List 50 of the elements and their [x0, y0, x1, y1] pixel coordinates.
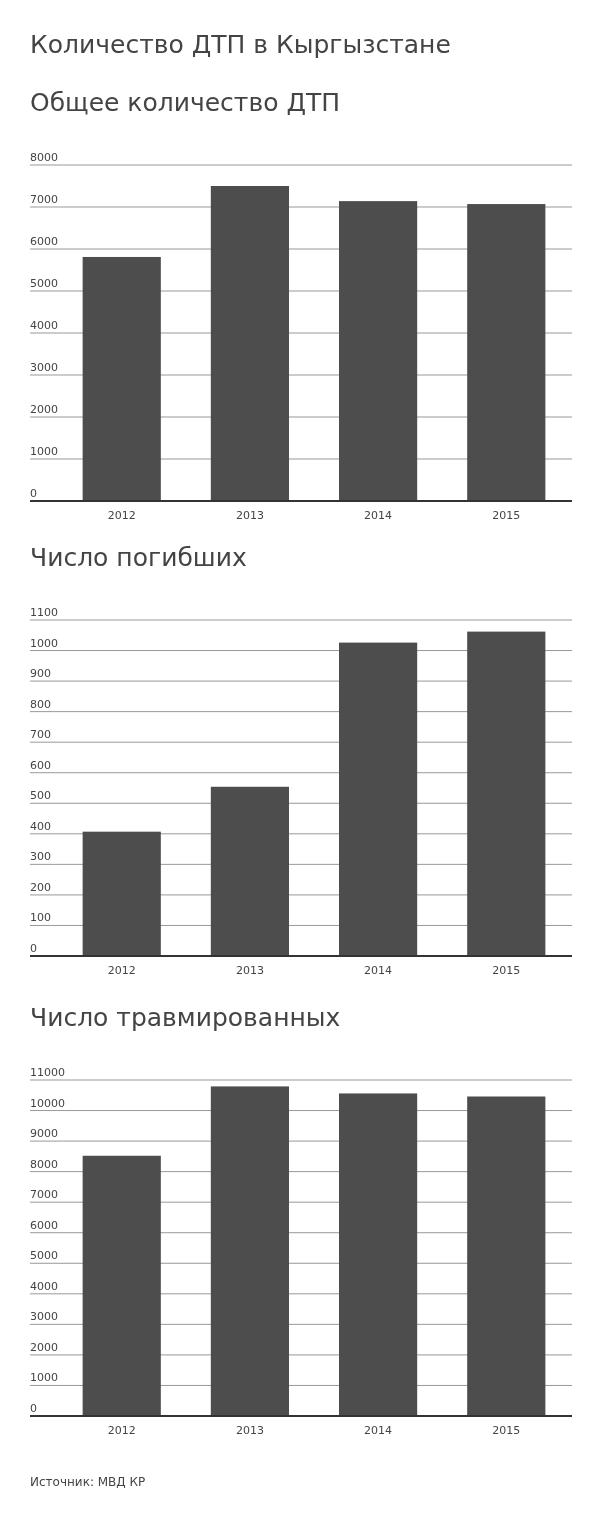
y-tick-label: 400 — [30, 819, 51, 833]
y-tick-label: 700 — [30, 728, 51, 742]
y-tick-label: 3000 — [30, 1310, 58, 1324]
y-tick-label: 2000 — [30, 1340, 58, 1354]
y-tick-label: 7000 — [30, 193, 58, 206]
y-tick-label: 300 — [30, 850, 51, 864]
y-tick-label: 10000 — [30, 1096, 65, 1110]
y-tick-label: 6000 — [30, 1218, 58, 1232]
x-tick-label: 2012 — [107, 509, 136, 522]
x-tick-label: 2015 — [492, 509, 521, 522]
y-tick-label: 9000 — [30, 1127, 58, 1141]
x-tick-label: 2014 — [364, 964, 393, 977]
y-tick-label: 200 — [30, 880, 51, 894]
x-tick-label: 2015 — [492, 1424, 521, 1437]
y-tick-label: 0 — [30, 1402, 37, 1415]
y-tick-label: 8000 — [30, 151, 58, 164]
x-tick-label: 2012 — [107, 1424, 136, 1437]
y-tick-label: 100 — [30, 911, 51, 925]
y-tick-label: 600 — [30, 758, 51, 772]
y-tick-label: 7000 — [30, 1188, 58, 1202]
x-tick-label: 2013 — [235, 964, 264, 977]
y-tick-label: 11000 — [30, 1066, 65, 1079]
x-tick-label: 2013 — [235, 509, 264, 522]
y-tick-label: 4000 — [30, 1279, 58, 1293]
text: Источник: МВД КР — [30, 1475, 146, 1489]
y-tick-label: 900 — [30, 667, 51, 681]
y-tick-label: 1000 — [30, 1371, 58, 1385]
chart-title: Число травмированных — [30, 1003, 341, 1032]
y-tick-label: 3000 — [30, 361, 58, 374]
chart-subtitle: Общее количество ДТП — [30, 88, 341, 117]
x-tick-label: 2014 — [364, 509, 393, 522]
x-tick-label: 2013 — [235, 1424, 264, 1437]
y-tick-label: 4000 — [30, 319, 58, 332]
chart-title: Количество ДТП в Кыргызстане — [30, 30, 451, 59]
y-tick-label: 0 — [30, 942, 37, 955]
y-tick-label: 1000 — [30, 445, 58, 458]
y-tick-label: 5000 — [30, 1249, 58, 1263]
x-tick-label: 2012 — [107, 964, 136, 977]
y-tick-label: 800 — [30, 697, 51, 711]
x-tick-label: 2015 — [492, 964, 521, 977]
y-tick-label: 500 — [30, 789, 51, 803]
y-tick-label: 0 — [30, 487, 37, 500]
y-tick-label: 8000 — [30, 1157, 58, 1171]
y-tick-label: 6000 — [30, 235, 58, 248]
y-tick-label: 1000 — [30, 636, 58, 650]
y-tick-label: 2000 — [30, 403, 58, 416]
y-tick-label: 5000 — [30, 277, 58, 290]
x-tick-label: 2014 — [364, 1424, 393, 1437]
chart-title: Число погибших — [30, 543, 247, 572]
y-tick-label: 1100 — [30, 606, 58, 619]
